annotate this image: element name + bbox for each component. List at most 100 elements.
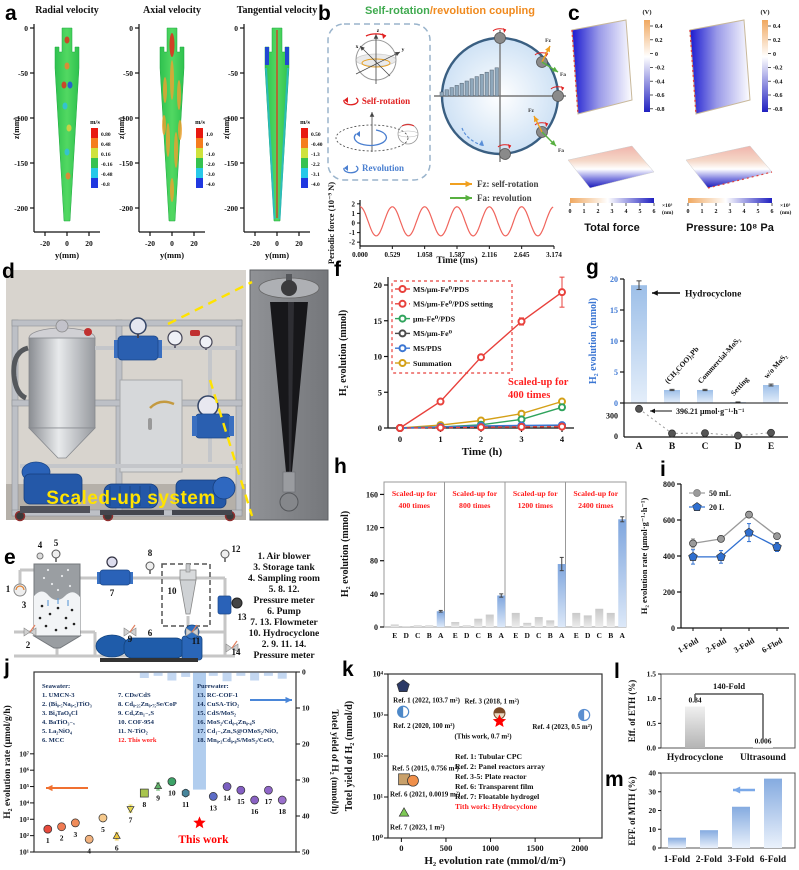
svg-text:0: 0 [652, 844, 656, 853]
panel-label-a: a [5, 2, 17, 25]
svg-text:Revolution: Revolution [362, 163, 404, 173]
svg-text:0: 0 [24, 24, 28, 33]
svg-text:MS/μm-Fe⁰/PDS setting: MS/μm-Fe⁰/PDS setting [413, 300, 493, 309]
svg-text:10: 10 [610, 337, 618, 346]
svg-text:15: 15 [237, 797, 245, 806]
svg-text:m/s: m/s [300, 119, 310, 126]
svg-text:40: 40 [649, 769, 657, 778]
svg-text:-0.6: -0.6 [773, 93, 783, 99]
schematic-legend-line: 3. Storage tank [253, 563, 315, 573]
svg-text:3: 3 [22, 600, 27, 610]
legend-entry: Purewater: [197, 683, 229, 690]
svg-text:Self-rotation/revolution coupl: Self-rotation/revolution coupling [365, 5, 535, 17]
svg-text:(This work, 0.7 m²): (This work, 0.7 m²) [454, 732, 512, 740]
svg-text:-0.8: -0.8 [101, 182, 110, 188]
svg-text:Fa: revolution: Fa: revolution [477, 193, 532, 203]
svg-text:y: y [402, 47, 405, 53]
svg-text:40: 40 [370, 590, 378, 599]
panel-label-d: d [2, 260, 15, 283]
svg-text:0: 0 [234, 24, 238, 33]
schematic-legend-line: 2. 9. 11. 14. [261, 640, 307, 650]
p-d-svg [6, 269, 329, 522]
svg-text:E: E [453, 631, 458, 640]
svg-text:13: 13 [210, 803, 218, 812]
svg-text:10²: 10² [19, 831, 30, 840]
svg-text:A: A [438, 631, 444, 640]
ref-legend-entry: Ref. 2: Panel reactors array [455, 762, 545, 771]
p-j-svg: 10¹ 10² 10³ 10⁴ 10⁵ 10⁶ 10⁷ 0 10 20 30 40 50 H₂ evolu… [2, 668, 340, 857]
svg-text:Summation: Summation [413, 359, 452, 368]
svg-text:-0.16: -0.16 [101, 162, 113, 168]
svg-text:3: 3 [73, 830, 77, 839]
svg-text:600: 600 [663, 516, 675, 525]
svg-text:-150: -150 [14, 159, 28, 168]
svg-text:10⁰: 10⁰ [371, 834, 383, 843]
svg-text:(nm): (nm) [662, 209, 673, 216]
svg-text:-0.2: -0.2 [773, 66, 783, 72]
svg-text:μm-Fe⁰/PDS: μm-Fe⁰/PDS [413, 314, 455, 323]
svg-text:D: D [525, 631, 531, 640]
panel-label-e: e [4, 546, 16, 569]
legend-entry: 15. CdS/MoS₂ [197, 710, 236, 717]
legend-entry-this-work: 12. This work [118, 737, 157, 744]
reactor-ref-legend: Ref. 1: Tubular CPC Ref. 2: Panel reactor… [455, 752, 545, 812]
svg-text:40: 40 [302, 812, 310, 821]
svg-text:0.4: 0.4 [773, 24, 781, 30]
svg-text:12: 12 [232, 544, 242, 554]
purewater-legend: Purewater: 13. RC-COF-1 14. CuSA-TiO₂ 15. C… [197, 682, 278, 745]
svg-text:0.48: 0.48 [101, 142, 111, 148]
svg-text:20: 20 [649, 806, 657, 815]
panel-label-i: i [660, 458, 666, 481]
svg-text:(V): (V) [760, 9, 769, 16]
svg-text:15: 15 [374, 316, 383, 326]
svg-text:3-Fold: 3-Fold [728, 855, 755, 865]
svg-text:Scaled-up for: Scaled-up for [513, 489, 558, 498]
p-f-svg: 0 5 10 15 20 0 1 2 3 4 H₂ evolution (mmol) Time (h)… [338, 276, 574, 458]
svg-text:6-Fold: 6-Fold [760, 855, 787, 865]
ref-legend-entry: Ref. 3-5: Plate reactor [455, 772, 527, 781]
svg-text:1.0: 1.0 [647, 694, 657, 703]
svg-text:7: 7 [129, 816, 133, 825]
svg-text:-20: -20 [250, 239, 260, 248]
svg-text:14: 14 [232, 647, 242, 657]
svg-text:B: B [427, 631, 432, 640]
svg-text:5: 5 [639, 209, 642, 215]
svg-text:y(mm): y(mm) [160, 250, 184, 260]
svg-text:0: 0 [378, 423, 382, 433]
svg-text:Radial velocity: Radial velocity [35, 5, 99, 16]
seawater-legend: Seawater: 1. UMCN-3 2. (Bi₀.₅Na₀.₅)TiO₃ 3. … [42, 682, 92, 745]
svg-text:EFF. of MTH (%): EFF. of MTH (%) [627, 776, 637, 845]
svg-text:1.5: 1.5 [647, 670, 657, 679]
svg-text:z(mm): z(mm) [117, 117, 126, 140]
legend-entry: 5. La₂NiO₄ [42, 728, 72, 735]
svg-text:Total force: Total force [584, 222, 639, 234]
svg-text:H₂ evolution rate (mmol/d/m²): H₂ evolution rate (mmol/d/m²) [424, 855, 566, 867]
svg-text:B: B [487, 631, 492, 640]
svg-text:z(mm): z(mm) [222, 117, 231, 140]
svg-text:-1.3: -1.3 [311, 152, 320, 158]
svg-text:0: 0 [399, 843, 403, 853]
svg-text:B: B [548, 631, 553, 640]
svg-text:2: 2 [715, 209, 718, 215]
panel-label-c: c [568, 2, 580, 25]
svg-text:4: 4 [625, 209, 628, 215]
svg-text:Commercial-MoS₂: Commercial-MoS₂ [696, 335, 743, 386]
p-h-svg: 0 40 80 120 160 H₂ evolution (mmol) Scaled-up … [340, 481, 627, 640]
svg-text:-200: -200 [224, 204, 238, 213]
svg-text:Ref. 3 (2018, 1 m²): Ref. 3 (2018, 1 m²) [464, 697, 519, 705]
svg-text:Ultrasound: Ultrasound [740, 753, 787, 763]
svg-text:-100: -100 [224, 114, 238, 123]
svg-text:1-Fold: 1-Fold [676, 636, 700, 655]
svg-text:20: 20 [295, 239, 303, 248]
svg-text:1.0: 1.0 [206, 132, 213, 138]
svg-text:14: 14 [223, 794, 231, 803]
svg-text:Axial velocity: Axial velocity [143, 5, 201, 16]
svg-text:E: E [574, 631, 579, 640]
svg-text:160: 160 [366, 490, 378, 499]
svg-text:9: 9 [128, 634, 133, 644]
svg-text:4: 4 [87, 846, 91, 855]
svg-text:-50: -50 [18, 69, 28, 78]
svg-text:-100: -100 [119, 114, 133, 123]
svg-text:×10³: ×10³ [662, 203, 673, 209]
